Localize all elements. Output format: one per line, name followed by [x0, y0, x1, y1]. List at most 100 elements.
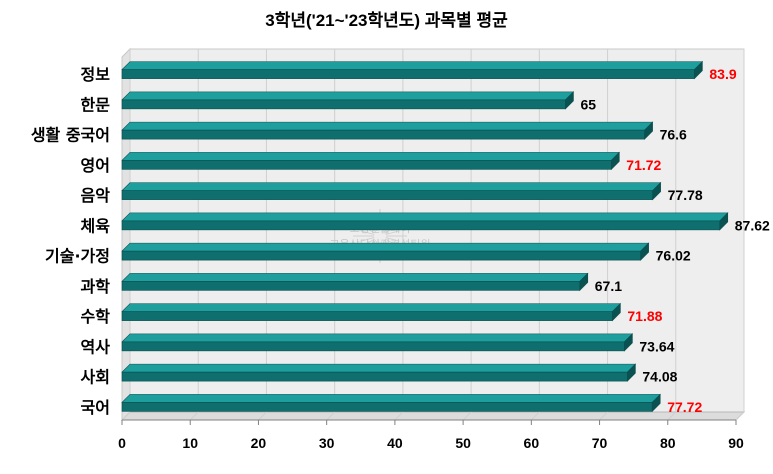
- x-tick-label: 10: [182, 435, 198, 451]
- bar-front-face: [121, 250, 641, 261]
- gridline-floor: [667, 411, 677, 421]
- bar-top-face: [121, 303, 622, 312]
- value-label: 71.88: [627, 308, 662, 324]
- bar: [121, 333, 634, 352]
- x-tick-label: 40: [387, 435, 403, 451]
- watermark-ray: [385, 230, 400, 235]
- bar-end-face: [624, 333, 633, 352]
- bar-front-face: [121, 99, 566, 110]
- bar-end-face: [612, 302, 621, 322]
- bar-top-face: [121, 273, 589, 282]
- value-label: 71.72: [626, 157, 661, 173]
- bar-front-face: [121, 402, 653, 412]
- bar-top-face: [121, 91, 575, 101]
- category-label: 국어: [81, 398, 110, 417]
- bar: [121, 151, 621, 171]
- bars-group: [121, 60, 729, 413]
- category-label: 정보: [81, 65, 111, 84]
- chart-floor: [120, 411, 746, 421]
- x-tick-label: 70: [592, 435, 608, 451]
- bar-front-face: [121, 341, 625, 352]
- x-tick-label: 30: [319, 435, 335, 451]
- bar-front-face: [121, 69, 695, 79]
- bar-end-face: [640, 242, 649, 261]
- gridline-floor: [121, 411, 131, 421]
- bar-end-face: [610, 151, 620, 171]
- category-label: 생활 중국어: [31, 126, 110, 145]
- value-label: 83.9: [709, 66, 736, 82]
- x-tick-label: 80: [660, 435, 676, 451]
- value-label: 67.1: [595, 278, 622, 294]
- value-label: 87.62: [735, 217, 770, 233]
- chart-background: 0 10 20 30 40 50 60 70 80 90: [118, 47, 746, 451]
- watermark-ray: [360, 230, 375, 235]
- bar-top-face: [121, 333, 634, 343]
- category-label: 사회: [81, 368, 110, 387]
- value-label: 76.6: [660, 127, 687, 143]
- bar-top-face: [121, 363, 637, 373]
- bar: [121, 242, 650, 261]
- bar: [121, 393, 661, 413]
- bar-front-face: [121, 190, 653, 200]
- bar-top-face: [121, 121, 654, 131]
- chart-title: 3학년('21~'23학년도) 과목별 평균: [265, 11, 508, 30]
- bar-top-face: [121, 212, 729, 222]
- bar: [121, 60, 704, 80]
- value-label: 77.78: [668, 187, 703, 203]
- category-label: 한문: [81, 95, 111, 114]
- bar-front-face: [121, 281, 581, 291]
- category-label: 음악: [81, 186, 111, 205]
- bar-end-face: [652, 181, 661, 201]
- bar-top-face: [121, 242, 650, 252]
- category-label: 기술·가정: [45, 247, 110, 266]
- bar: [121, 272, 589, 292]
- gridline-floor: [599, 411, 608, 421]
- bar: [121, 181, 662, 201]
- bar: [121, 121, 654, 140]
- gridline-floor: [530, 411, 540, 421]
- category-label: 수학: [81, 307, 111, 326]
- x-tick-label: 0: [118, 435, 126, 451]
- value-label: 65: [580, 96, 596, 112]
- gridline-floor: [258, 411, 267, 421]
- x-tick-label: 90: [728, 435, 744, 451]
- labels-group: 정보 83.9 한문 65 생활 중국어 76.6 영어 71.72 음악 77.78 체육 87.6…: [31, 65, 770, 417]
- bar-end-face: [644, 121, 653, 140]
- bar-end-face: [565, 91, 574, 110]
- bar-end-face: [579, 272, 589, 292]
- bar-top-face: [121, 152, 621, 161]
- bar-front-face: [121, 129, 645, 140]
- bar-end-face: [651, 393, 661, 413]
- bar: [121, 212, 729, 231]
- bar-front-face: [121, 371, 628, 382]
- gridline-floor: [326, 411, 336, 421]
- bar-front-face: [121, 160, 612, 170]
- bar: [121, 363, 637, 382]
- bar-front-face: [121, 311, 613, 321]
- watermark-ray: [360, 237, 375, 242]
- bar-front-face: [121, 220, 721, 231]
- gridline-floor: [394, 411, 404, 421]
- watermark-ray: [385, 237, 400, 242]
- value-label: 76.02: [656, 248, 691, 264]
- value-label: 74.08: [642, 369, 677, 385]
- bar-end-face: [719, 212, 729, 231]
- value-label: 77.72: [667, 399, 702, 415]
- category-label: 과학: [81, 277, 111, 296]
- bar: [121, 91, 575, 110]
- bar: [121, 302, 622, 322]
- x-tick-label: 60: [524, 435, 540, 451]
- bar-top-face: [121, 61, 704, 70]
- category-label: 역사: [81, 337, 111, 356]
- bar-end-face: [627, 363, 636, 382]
- value-label: 73.64: [639, 338, 674, 354]
- x-tick-label: 20: [251, 435, 267, 451]
- category-label: 영어: [81, 156, 110, 175]
- x-tick-label: 50: [455, 435, 471, 451]
- bar-end-face: [694, 60, 703, 80]
- gridline-floor: [189, 411, 199, 421]
- bar-top-face: [121, 394, 661, 403]
- category-label: 체육: [81, 216, 111, 235]
- bar-top-face: [121, 182, 662, 191]
